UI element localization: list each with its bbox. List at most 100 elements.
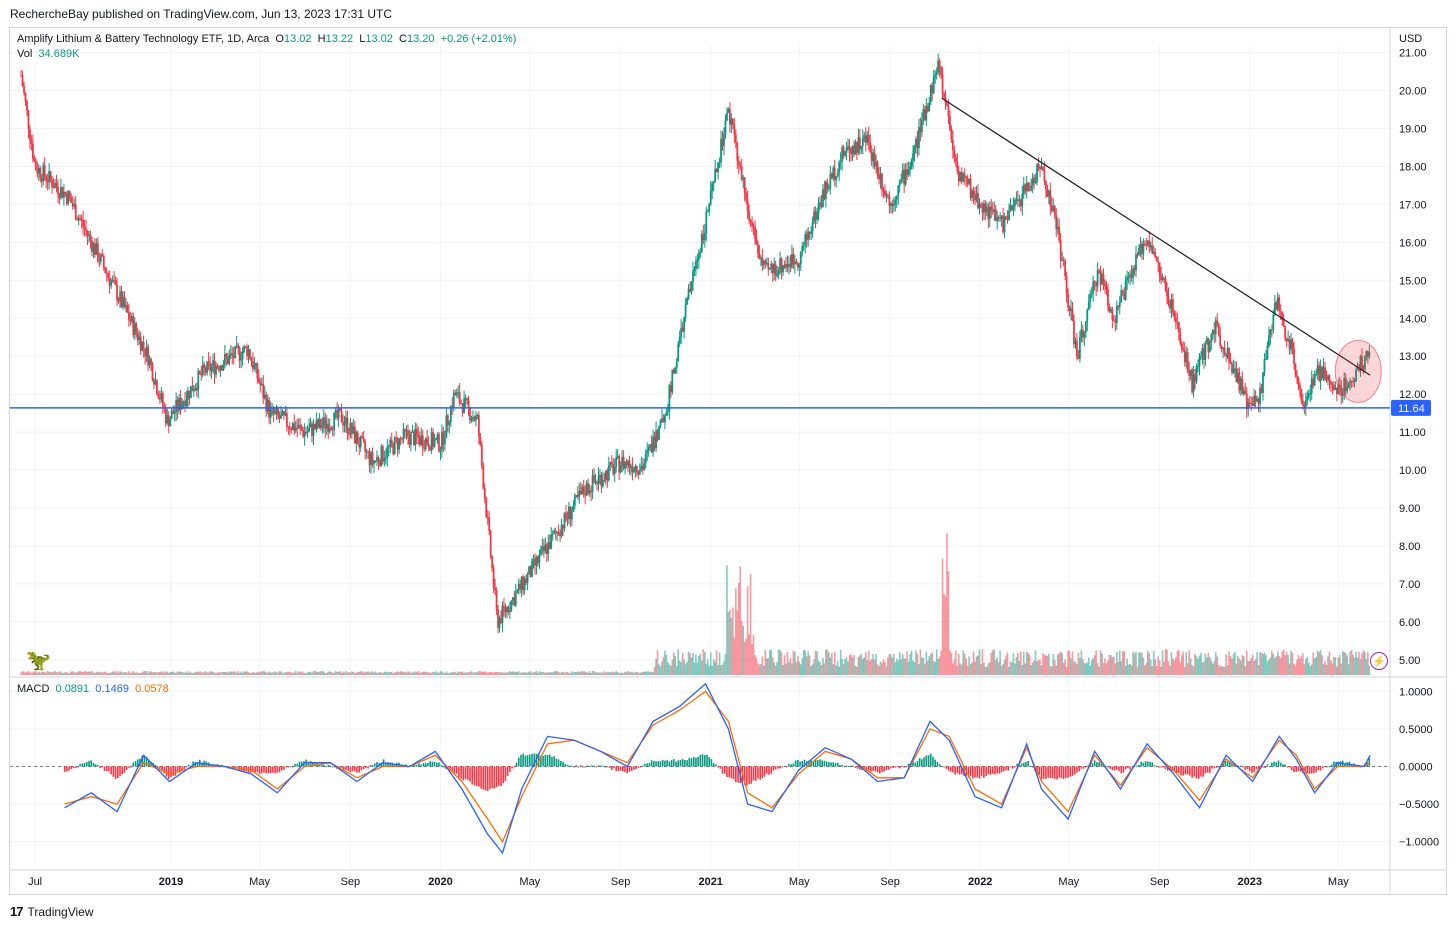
volume-bar <box>39 672 42 675</box>
volume-bar <box>966 666 969 675</box>
macd-hist-bar <box>812 761 815 767</box>
candle-body <box>693 269 696 272</box>
candle-body <box>238 348 241 361</box>
macd-hist-bar <box>323 764 325 767</box>
candle-body <box>517 583 520 590</box>
volume-bar <box>839 649 842 675</box>
macd-hist-bar <box>735 766 737 783</box>
symbol-title[interactable]: Amplify Lithium & Battery Technology ETF… <box>17 33 270 45</box>
candle-body <box>525 578 528 583</box>
volume-bar <box>799 664 802 675</box>
volume-label[interactable]: Vol <box>17 48 33 60</box>
macd-hist-bar <box>234 766 237 768</box>
candle-body <box>740 166 743 180</box>
volume-bar <box>913 662 916 675</box>
candle-body <box>1052 205 1055 211</box>
volume-bar <box>30 672 33 675</box>
macd-hist-bar <box>376 762 378 767</box>
candle-body <box>86 230 89 236</box>
macd-hist-bar <box>925 755 928 767</box>
volume-bar <box>869 660 871 675</box>
candle-body <box>1145 244 1148 246</box>
macd-hist-bar <box>1217 766 1220 768</box>
volume-bar <box>228 671 231 675</box>
candle-body <box>216 365 219 368</box>
macd-hist-bar <box>646 763 649 767</box>
volume-bar <box>577 671 579 675</box>
macd-hist-bar <box>604 766 606 768</box>
candle-body <box>359 436 362 448</box>
volume-bar <box>572 672 575 675</box>
macd-hist-bar <box>799 761 801 767</box>
volume-bar <box>1096 663 1099 675</box>
macd-hist-bar <box>859 766 861 770</box>
candle-body <box>1107 289 1109 306</box>
volume-bar <box>1037 660 1040 675</box>
candle-body <box>962 173 965 182</box>
candle-body <box>895 196 898 200</box>
candle-body <box>535 556 538 566</box>
candle-body <box>280 414 282 419</box>
volume-bar <box>898 652 901 675</box>
candle-body <box>565 512 567 519</box>
macd-hist-bar <box>542 755 544 767</box>
macd-hist-bar <box>996 766 998 774</box>
candle-body <box>455 392 458 396</box>
volume-bar <box>100 672 102 675</box>
volume-bar <box>1009 661 1012 675</box>
volume-bar <box>915 650 917 675</box>
candle-body <box>519 583 522 590</box>
candle-body <box>916 139 919 149</box>
volume-bar <box>946 533 948 675</box>
macd-hist-bar <box>1131 766 1134 768</box>
candle-body <box>810 231 813 234</box>
macd-hist-bar <box>648 763 651 767</box>
candle-body <box>449 406 452 423</box>
lightning-icon[interactable]: ⚡ <box>1370 652 1388 670</box>
price-tick-label: 7.00 <box>1399 579 1420 591</box>
volume-bar <box>1126 658 1128 675</box>
volume-bar <box>207 672 210 675</box>
candle-body <box>27 110 30 130</box>
macd-label[interactable]: MACD <box>17 683 50 695</box>
macd-hist-bar <box>898 766 901 769</box>
macd-hist-bar <box>679 759 682 767</box>
macd-hist-bar <box>801 761 804 767</box>
volume-bar <box>633 672 635 675</box>
candle-body <box>706 211 709 213</box>
price-tick-label: 19.00 <box>1399 123 1427 135</box>
volume-bar <box>706 659 709 675</box>
candle-body <box>127 312 130 320</box>
volume-bar <box>1136 666 1139 675</box>
candle-body <box>36 169 39 174</box>
candle-body <box>98 260 101 262</box>
volume-bar <box>356 671 359 675</box>
candle-body <box>203 364 206 369</box>
macd-tick-label: 1.0000 <box>1399 686 1433 698</box>
candle-body <box>875 161 877 167</box>
footer-brand[interactable]: TradingView <box>27 904 94 919</box>
volume-bar <box>1250 658 1252 675</box>
candle-body <box>947 105 950 117</box>
candle-body <box>1070 308 1072 311</box>
volume-bar <box>959 663 962 675</box>
candle-body <box>1316 365 1319 375</box>
volume-bar <box>907 661 910 675</box>
macd-hist-bar <box>557 759 560 767</box>
candle-body <box>262 383 265 399</box>
candle-body <box>550 534 553 549</box>
candle-body <box>141 341 144 351</box>
volume-bar <box>488 672 490 675</box>
volume-bar <box>1006 652 1009 675</box>
volume-bar <box>318 671 321 675</box>
volume-bar <box>374 671 377 675</box>
candle-body <box>353 426 356 443</box>
volume-bar <box>581 671 584 675</box>
candle-body <box>861 137 864 147</box>
candle-body <box>1015 199 1018 201</box>
macd-hist-bar <box>573 766 575 768</box>
volume-bar <box>1005 655 1007 675</box>
macd-hist-bar <box>834 763 837 767</box>
candle-body <box>1018 199 1021 201</box>
